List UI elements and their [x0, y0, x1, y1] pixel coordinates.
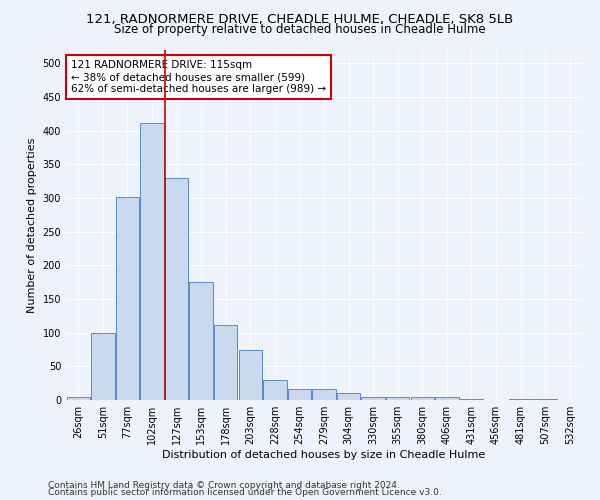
Bar: [263, 380, 287, 400]
Bar: [288, 388, 311, 400]
Bar: [165, 178, 188, 400]
Bar: [361, 398, 385, 400]
Bar: [386, 398, 409, 400]
Y-axis label: Number of detached properties: Number of detached properties: [27, 138, 37, 312]
Bar: [67, 398, 90, 400]
Bar: [239, 350, 262, 400]
Bar: [140, 124, 164, 400]
X-axis label: Distribution of detached houses by size in Cheadle Hulme: Distribution of detached houses by size …: [163, 450, 485, 460]
Text: Contains public sector information licensed under the Open Government Licence v3: Contains public sector information licen…: [48, 488, 442, 497]
Bar: [435, 396, 458, 400]
Text: Size of property relative to detached houses in Cheadle Hulme: Size of property relative to detached ho…: [114, 22, 486, 36]
Text: 121 RADNORMERE DRIVE: 115sqm
← 38% of detached houses are smaller (599)
62% of s: 121 RADNORMERE DRIVE: 115sqm ← 38% of de…: [71, 60, 326, 94]
Bar: [116, 196, 139, 400]
Text: 121, RADNORMERE DRIVE, CHEADLE HULME, CHEADLE, SK8 5LB: 121, RADNORMERE DRIVE, CHEADLE HULME, CH…: [86, 12, 514, 26]
Bar: [313, 388, 335, 400]
Text: Contains HM Land Registry data © Crown copyright and database right 2024.: Contains HM Land Registry data © Crown c…: [48, 480, 400, 490]
Bar: [410, 396, 434, 400]
Bar: [190, 282, 213, 400]
Bar: [337, 394, 360, 400]
Bar: [509, 398, 532, 400]
Bar: [91, 332, 115, 400]
Bar: [214, 326, 238, 400]
